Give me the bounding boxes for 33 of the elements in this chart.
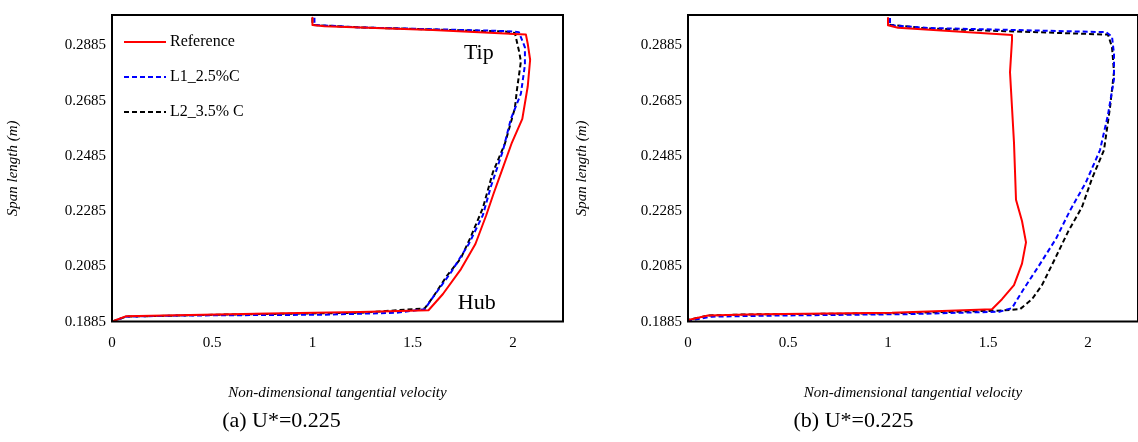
y-tick-label: 0.2285 bbox=[64, 202, 106, 219]
y-tick-label: 0.2885 bbox=[64, 36, 106, 53]
x-tick-label: 2 bbox=[509, 333, 517, 350]
x-tick-label: 0 bbox=[684, 333, 692, 350]
y-tick-label: 0.2685 bbox=[640, 91, 682, 108]
y-tick-label: 0.2485 bbox=[640, 146, 682, 163]
y-tick-label: 0.2485 bbox=[64, 146, 106, 163]
x-tick-label: 0.5 bbox=[778, 333, 798, 350]
text: (a) U*=0.225 bbox=[222, 406, 341, 432]
x-tick-label: 1.5 bbox=[978, 333, 998, 350]
legend-label: Reference bbox=[170, 32, 235, 50]
annotation: Hub bbox=[457, 289, 496, 315]
y-axis-title: Span length (m) bbox=[572, 120, 590, 217]
legend-label: L2_3.5% C bbox=[170, 102, 244, 120]
x-tick-label: 1 bbox=[884, 333, 892, 350]
annotation: Tip bbox=[463, 39, 494, 65]
x-tick-label: 1 bbox=[308, 333, 317, 350]
y-tick-label: 0.1885 bbox=[64, 312, 106, 329]
y-tick-label: 0.2085 bbox=[640, 257, 682, 274]
x-axis-title: Non-dimensional tangential velocity bbox=[227, 383, 447, 400]
y-tick-label: 0.2885 bbox=[640, 36, 682, 53]
legend-label: L1_2.5%C bbox=[170, 67, 240, 85]
x-tick-label: 1.5 bbox=[403, 333, 423, 350]
x-axis-title: Non-dimensional tangential velocity bbox=[802, 383, 1023, 400]
y-tick-label: 0.2685 bbox=[64, 91, 106, 108]
text: (b) U*=0.225 bbox=[793, 406, 914, 432]
y-tick-label: 0.2285 bbox=[640, 202, 682, 219]
y-tick-label: 0.1885 bbox=[640, 312, 682, 329]
y-tick-label: 0.2085 bbox=[64, 257, 106, 274]
x-tick-label: 2 bbox=[1084, 333, 1092, 350]
x-tick-label: 0.5 bbox=[202, 333, 222, 350]
x-tick-label: 0 bbox=[108, 333, 116, 350]
y-axis-title: Span length (m) bbox=[3, 120, 21, 217]
